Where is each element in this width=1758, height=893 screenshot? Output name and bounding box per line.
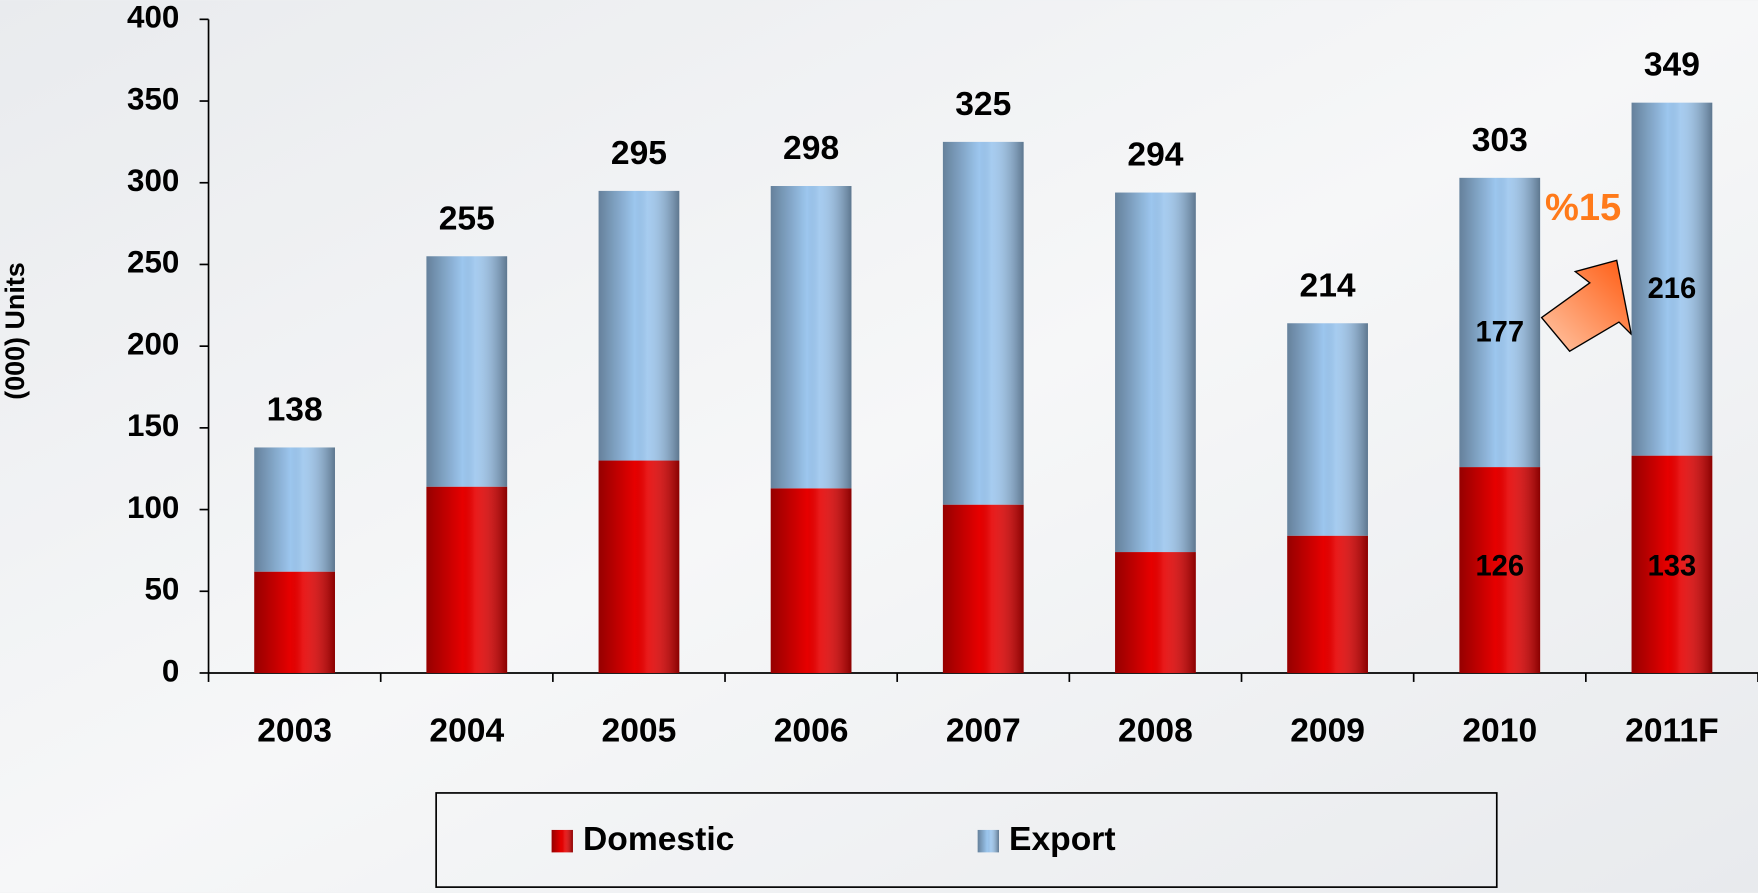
- growth-arrow: [1540, 259, 1633, 353]
- bar-shade: [1459, 467, 1541, 673]
- x-tick-label: 2005: [602, 712, 677, 749]
- total-label: 325: [955, 86, 1011, 123]
- y-tick-label: 50: [144, 572, 179, 607]
- y-tick-label: 200: [127, 326, 179, 361]
- bar-shade: [1631, 455, 1713, 673]
- x-tick-label: 2009: [1290, 712, 1365, 749]
- x-tick-label: 2007: [946, 712, 1021, 749]
- bar-shade: [942, 141, 1024, 505]
- total-label: 214: [1300, 267, 1356, 304]
- y-axis-label: (000) Units: [0, 262, 30, 399]
- bar-shade: [770, 186, 852, 489]
- bar-shade: [1631, 102, 1713, 456]
- bar-shade: [1115, 192, 1196, 553]
- y-tick-label: 150: [127, 408, 179, 443]
- bar-shade: [254, 447, 335, 572]
- bar-shade: [426, 486, 508, 673]
- legend-box: [435, 792, 1498, 888]
- data-label: 126: [1475, 550, 1524, 582]
- bar-shade: [1287, 535, 1368, 673]
- y-tick-label: 250: [127, 245, 179, 280]
- x-tick-label: 2003: [257, 712, 332, 749]
- y-tick-label: 350: [127, 81, 179, 116]
- total-label: 303: [1472, 122, 1528, 159]
- y-tick-label: 400: [127, 0, 179, 35]
- bar-shade: [1287, 323, 1368, 536]
- x-tick-label: 2004: [429, 712, 504, 749]
- total-label: 255: [439, 200, 495, 237]
- legend-swatch-shade: [977, 829, 999, 853]
- legend-label: Domestic: [583, 821, 734, 858]
- bar-shade: [770, 488, 852, 673]
- total-label: 349: [1644, 47, 1700, 84]
- bar-shade: [426, 256, 508, 487]
- x-tick-label: 2006: [774, 712, 849, 749]
- x-tick-label: 2010: [1462, 712, 1537, 749]
- annotation: %15: [1545, 187, 1621, 229]
- total-label: 294: [1127, 137, 1183, 174]
- bar-shade: [598, 460, 680, 673]
- bar-shade: [254, 571, 335, 673]
- bar-shade: [598, 190, 680, 461]
- y-tick-label: 100: [127, 490, 179, 525]
- y-tick-label: 0: [162, 653, 179, 688]
- data-label: 216: [1648, 273, 1697, 305]
- total-label: 298: [783, 130, 839, 167]
- x-tick-label: 2008: [1118, 712, 1193, 749]
- legend-label: Export: [1009, 821, 1116, 858]
- legend-swatch-shade: [551, 829, 573, 853]
- total-label: 138: [267, 391, 323, 428]
- total-label: 295: [611, 135, 667, 172]
- bar-shade: [942, 504, 1024, 673]
- bar-shade: [1459, 177, 1541, 468]
- y-tick-label: 300: [127, 163, 179, 198]
- data-label: 133: [1648, 550, 1697, 582]
- bar-shade: [1115, 552, 1196, 673]
- data-label: 177: [1475, 316, 1524, 348]
- x-tick-label: 2011F: [1625, 712, 1719, 749]
